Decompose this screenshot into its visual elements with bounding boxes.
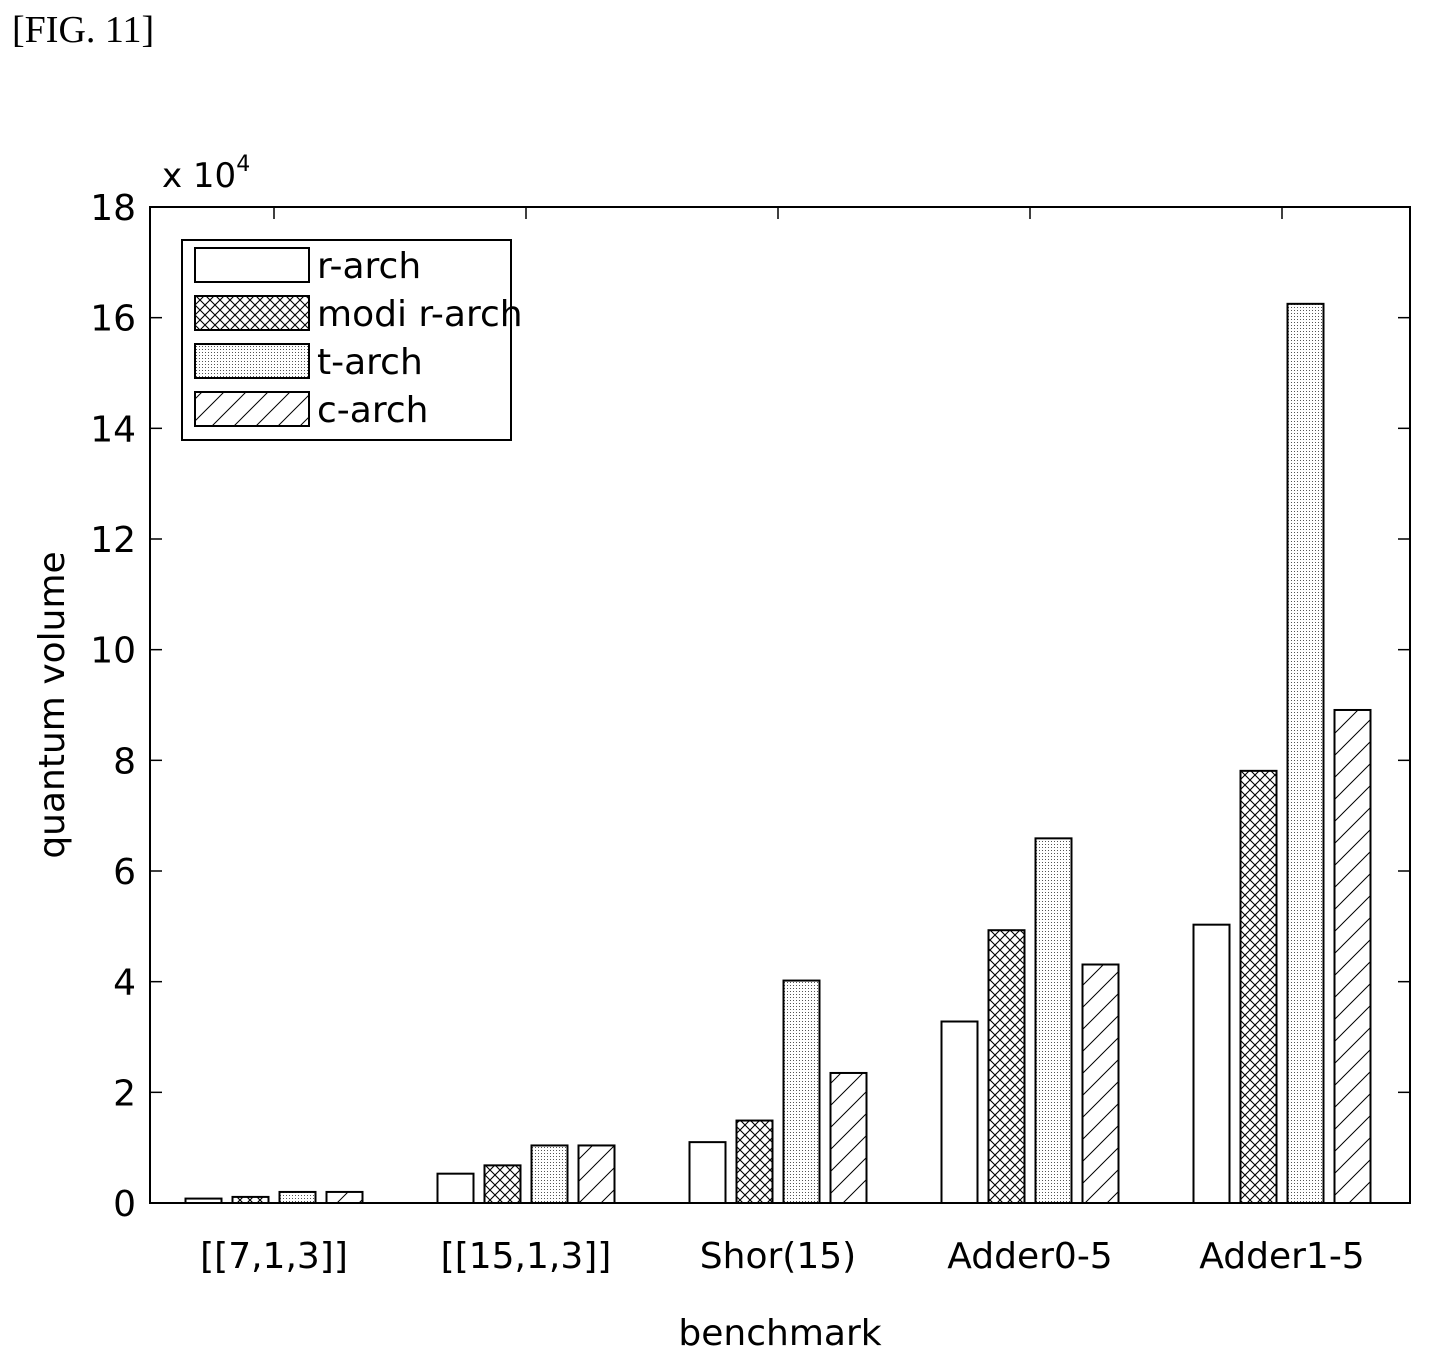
x-tick-labels: [[7,1,3]] [[15,1,3]] Shor(15) Adder0-5 Adder… [200, 1236, 1365, 1277]
y-tick-label: 6 [113, 852, 136, 893]
legend-label: t-arch [317, 342, 423, 383]
y-tick-label: 10 [90, 631, 136, 672]
y-tick-label: 16 [90, 299, 136, 340]
bars [184, 302, 1372, 1205]
bar-t-arch-2 [782, 979, 821, 1204]
y-tick-label: 12 [90, 520, 136, 561]
bar-r-arch-1 [436, 1172, 475, 1205]
bar-c-arch-0 [325, 1190, 364, 1205]
x-tick-label: Adder0-5 [947, 1236, 1112, 1277]
x-tick-label: [[7,1,3]] [200, 1236, 348, 1277]
bar-r-arch-3 [940, 1020, 979, 1204]
y-tick-label: 8 [113, 741, 136, 782]
bar-modi-r-arch-3 [987, 929, 1026, 1204]
legend-swatch [194, 247, 310, 283]
bar-t-arch-1 [530, 1144, 569, 1205]
plot-area-frame [149, 206, 1411, 1204]
x-tick-label: [[15,1,3]] [441, 1236, 612, 1277]
legend-label: r-arch [317, 246, 421, 287]
y-tick-label: 0 [113, 1184, 136, 1225]
x-axis-label: benchmark [678, 1313, 881, 1354]
bar-modi-r-arch-4 [1239, 769, 1278, 1204]
legend-swatch [194, 295, 310, 331]
bar-c-arch-4 [1333, 708, 1372, 1204]
bar-modi-r-arch-2 [735, 1119, 774, 1205]
legend-label: modi r-arch [317, 294, 523, 335]
bar-t-arch-0 [278, 1190, 317, 1205]
bar-t-arch-3 [1034, 837, 1073, 1204]
y-tick-label: 14 [90, 409, 136, 450]
scale-exponent: 4 [236, 152, 250, 177]
y-axis-label: quantum volume [32, 551, 73, 858]
bar-c-arch-1 [577, 1144, 616, 1205]
y-tick-label: 2 [113, 1073, 136, 1114]
bar-modi-r-arch-1 [483, 1164, 522, 1204]
bar-r-arch-2 [688, 1141, 727, 1204]
bar-c-arch-2 [829, 1071, 868, 1205]
legend-swatch [194, 391, 310, 427]
y-tick-labels: 0 2 4 6 8 10 12 14 16 18 [90, 188, 136, 1225]
bar-t-arch-4 [1286, 302, 1325, 1205]
y-tick-label: 18 [90, 188, 136, 229]
x-tick-label: Adder1-5 [1199, 1236, 1364, 1277]
legend-swatch [194, 343, 310, 379]
bar-r-arch-4 [1192, 923, 1231, 1204]
y-tick-label: 4 [113, 963, 136, 1004]
tick-marks [150, 207, 1410, 1094]
legend: r-arch modi r-arch t-arch c-arch [181, 239, 523, 441]
x-tick-label: Shor(15) [700, 1236, 856, 1277]
legend-label: c-arch [317, 390, 428, 431]
scale-multiplier: x 104 [162, 152, 250, 196]
bar-c-arch-3 [1081, 963, 1120, 1204]
figure-label: [FIG. 11] [12, 9, 155, 51]
